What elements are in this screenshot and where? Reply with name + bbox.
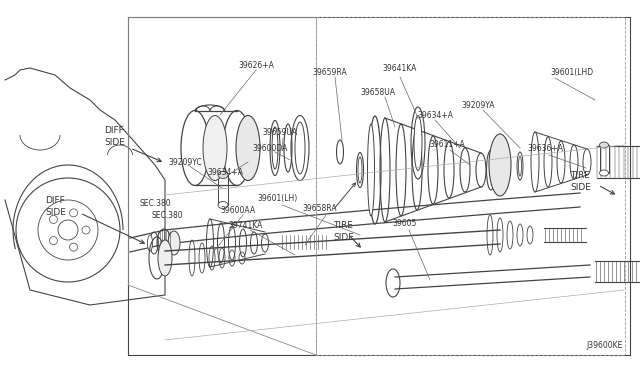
Circle shape <box>499 167 501 169</box>
Text: SIDE: SIDE <box>45 208 66 217</box>
Circle shape <box>503 162 505 164</box>
Ellipse shape <box>147 235 152 251</box>
Circle shape <box>244 139 246 141</box>
Circle shape <box>495 167 497 169</box>
Text: 39601(LHD: 39601(LHD <box>550 67 593 77</box>
Circle shape <box>242 144 244 146</box>
Ellipse shape <box>168 231 180 255</box>
Circle shape <box>250 149 252 151</box>
Circle shape <box>250 139 252 141</box>
Text: SIDE: SIDE <box>333 232 354 241</box>
Circle shape <box>247 144 249 146</box>
Text: 39634+A: 39634+A <box>207 167 243 176</box>
Ellipse shape <box>158 240 172 276</box>
Ellipse shape <box>358 157 362 183</box>
Text: TIRE: TIRE <box>570 170 590 180</box>
Text: DIFF: DIFF <box>104 125 124 135</box>
Circle shape <box>250 154 252 156</box>
Ellipse shape <box>295 122 305 174</box>
Text: SIDE: SIDE <box>570 183 591 192</box>
Circle shape <box>497 157 499 159</box>
Ellipse shape <box>489 134 511 196</box>
Bar <box>218 175 228 205</box>
Circle shape <box>244 154 246 156</box>
Ellipse shape <box>367 124 374 216</box>
Ellipse shape <box>272 127 278 169</box>
Circle shape <box>497 167 499 169</box>
Text: 39659RA: 39659RA <box>312 67 348 77</box>
Circle shape <box>497 172 499 174</box>
Ellipse shape <box>236 115 260 180</box>
Circle shape <box>495 162 497 164</box>
Text: DIFF: DIFF <box>45 196 65 205</box>
Text: 39626+A: 39626+A <box>238 61 274 70</box>
Text: 39209YA: 39209YA <box>461 100 495 109</box>
Ellipse shape <box>218 202 228 208</box>
Ellipse shape <box>600 170 609 176</box>
Text: TIRE: TIRE <box>333 221 353 230</box>
Circle shape <box>247 149 249 151</box>
Ellipse shape <box>414 115 422 170</box>
Circle shape <box>247 139 249 141</box>
Circle shape <box>252 149 254 151</box>
Ellipse shape <box>600 142 609 148</box>
Ellipse shape <box>518 156 522 176</box>
Ellipse shape <box>203 115 227 180</box>
Text: J39600KE: J39600KE <box>587 340 623 350</box>
Circle shape <box>252 144 254 146</box>
Text: SEC.380: SEC.380 <box>152 211 184 219</box>
Circle shape <box>501 157 503 159</box>
Circle shape <box>244 149 246 151</box>
Text: 39658RA: 39658RA <box>303 203 337 212</box>
Text: 39659UA: 39659UA <box>262 128 298 137</box>
Text: 39634+A: 39634+A <box>417 110 453 119</box>
Text: 39605: 39605 <box>393 218 417 228</box>
Text: SEC.380: SEC.380 <box>140 199 172 208</box>
Text: 39611+A: 39611+A <box>429 140 465 148</box>
Circle shape <box>499 162 501 164</box>
Circle shape <box>501 162 503 164</box>
Circle shape <box>501 172 503 174</box>
Circle shape <box>499 157 501 159</box>
Text: 39658UA: 39658UA <box>360 87 396 96</box>
Text: 39641KA: 39641KA <box>383 64 417 73</box>
Circle shape <box>242 149 244 151</box>
Ellipse shape <box>218 171 228 179</box>
Circle shape <box>497 162 499 164</box>
Text: 39636+A: 39636+A <box>527 144 563 153</box>
Circle shape <box>250 144 252 146</box>
Circle shape <box>247 154 249 156</box>
Text: SIDE: SIDE <box>104 138 125 147</box>
Bar <box>600 145 609 173</box>
Text: 39209YC: 39209YC <box>168 157 202 167</box>
Text: 39600DA: 39600DA <box>252 144 288 153</box>
Text: 39741KA: 39741KA <box>229 221 263 230</box>
Circle shape <box>244 144 246 146</box>
Circle shape <box>503 167 505 169</box>
Text: 39600AA: 39600AA <box>220 205 255 215</box>
Circle shape <box>499 172 501 174</box>
Circle shape <box>501 167 503 169</box>
Text: 39601(LH): 39601(LH) <box>258 193 298 202</box>
